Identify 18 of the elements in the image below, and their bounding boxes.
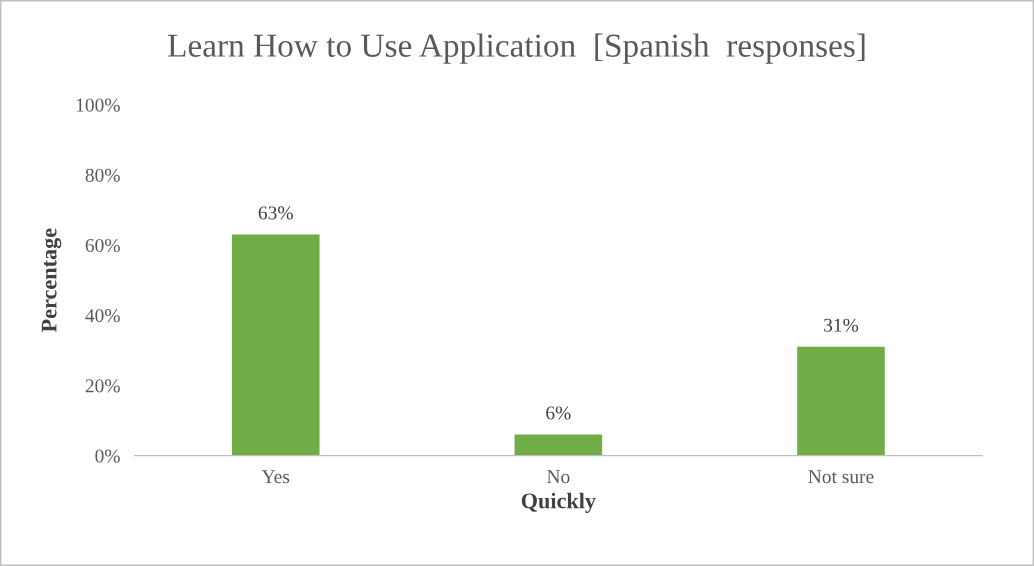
y-tick-label: 0%: [95, 449, 120, 463]
bar: [797, 346, 885, 456]
x-tick-label: Not sure: [808, 470, 874, 484]
y-tick-label: 20%: [85, 379, 120, 393]
data-label: 31%: [824, 318, 859, 332]
chart-title: Learn How to Use Application [Spanish responses]: [168, 33, 865, 64]
y-tick-label: 100%: [76, 98, 120, 112]
x-tick-label: Yes: [261, 470, 290, 484]
y-tick-label: 80%: [85, 168, 120, 182]
data-label: 6%: [546, 406, 571, 420]
y-tick-label: 60%: [85, 238, 120, 253]
x-tick-label: No: [547, 470, 570, 484]
y-tick-label: 40%: [85, 309, 120, 323]
bar: [514, 434, 603, 456]
data-label: 63%: [258, 206, 293, 220]
bar: [231, 234, 320, 456]
y-axis-title: Percentage: [41, 228, 62, 333]
x-axis-title: Quickly: [521, 492, 596, 513]
